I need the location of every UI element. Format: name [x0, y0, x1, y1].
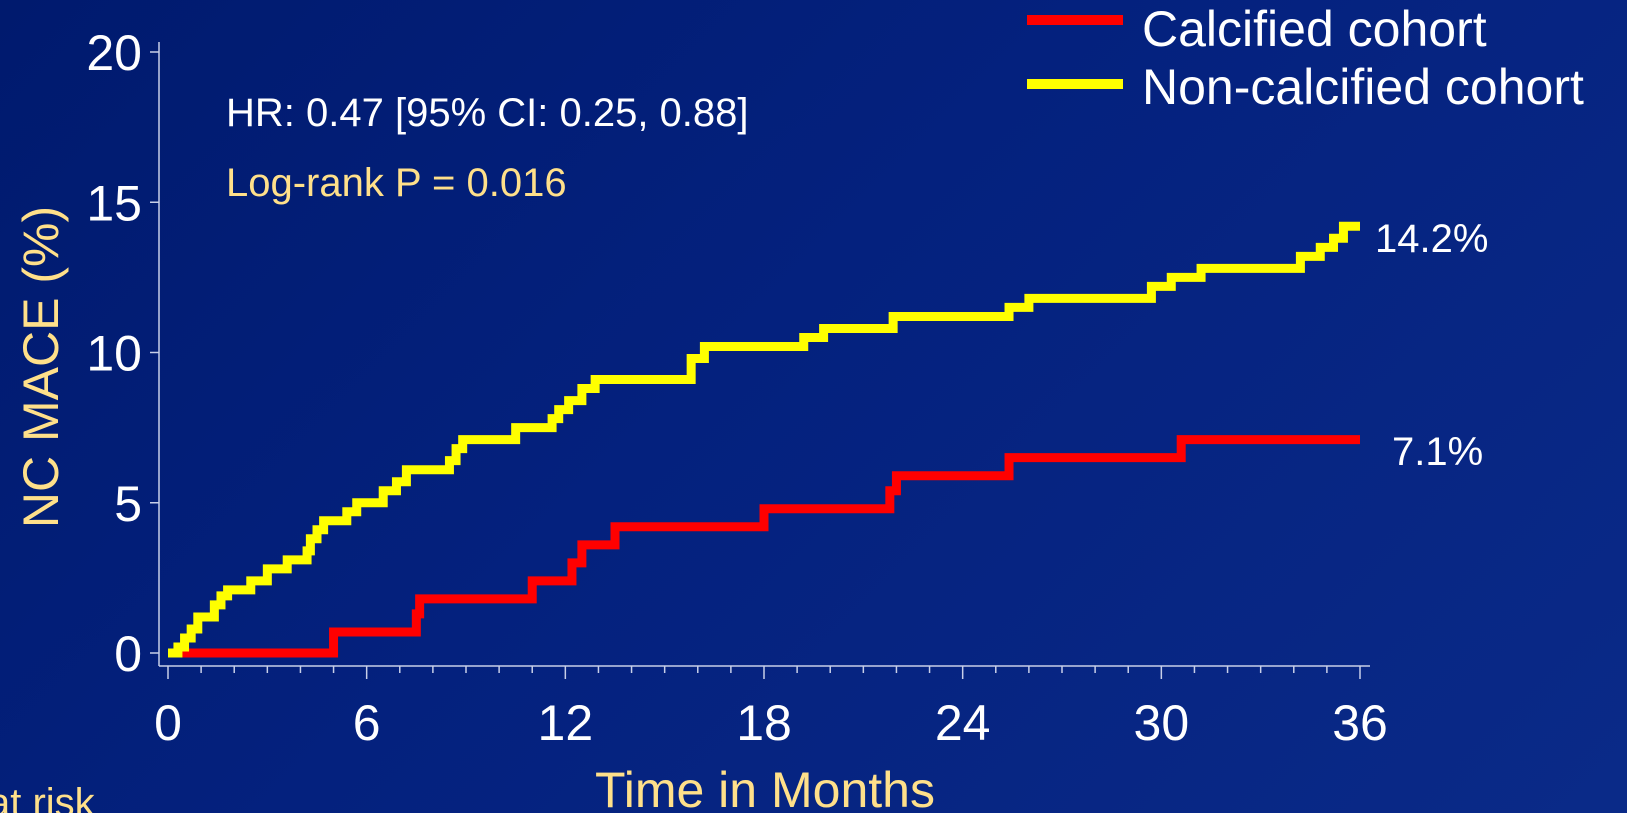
x-tick-label: 24 — [935, 695, 991, 751]
noncalcified-end-label: 14.2% — [1375, 217, 1488, 261]
y-tick-label: 20 — [86, 25, 142, 81]
logrank-annotation: Log-rank P = 0.016 — [226, 161, 567, 205]
series-layer — [168, 226, 1360, 653]
x-axis-label: Time in Months — [595, 762, 935, 813]
y-tick-label: 10 — [86, 326, 142, 382]
legend-label-calcified: Calcified cohort — [1142, 1, 1487, 57]
y-tick-label: 15 — [86, 175, 142, 231]
x-tick-label: 18 — [736, 695, 792, 751]
at-risk-label: at risk — [0, 781, 96, 813]
legend-label-noncalcified: Non-calcified cohort — [1142, 59, 1584, 115]
x-tick-label: 36 — [1332, 695, 1388, 751]
legend: Calcified cohort Non-calcified cohort — [1027, 1, 1584, 115]
hr-annotation: HR: 0.47 [95% CI: 0.25, 0.88] — [226, 91, 749, 135]
y-tick-label: 5 — [114, 476, 142, 532]
x-tick-label: 6 — [353, 695, 381, 751]
x-tick-label: 0 — [154, 695, 182, 751]
x-ticks: 0 6 12 18 24 30 36 — [154, 666, 1388, 751]
x-tick-label: 12 — [538, 695, 594, 751]
calcified-end-label: 7.1% — [1392, 430, 1483, 474]
series-line-calcified — [178, 440, 1360, 653]
y-axis-label: NC MACE (%) — [13, 206, 69, 528]
y-tick-label: 0 — [114, 626, 142, 682]
x-tick-label: 30 — [1134, 695, 1190, 751]
y-ticks: 0 5 10 15 20 — [86, 25, 159, 682]
